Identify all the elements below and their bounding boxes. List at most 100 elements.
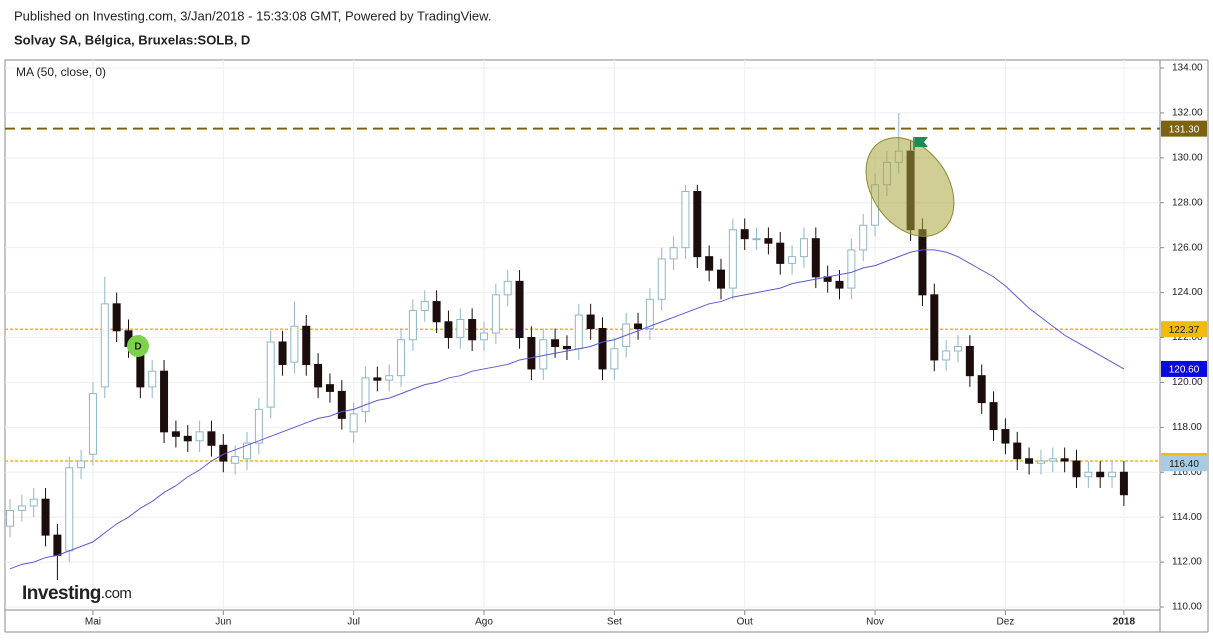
- candle-body: [373, 377, 382, 381]
- candle-body: [740, 229, 749, 240]
- candle-body: [17, 505, 26, 511]
- candle-body: [657, 258, 666, 300]
- chart-title: Solvay SA, Bélgica, Bruxelas:SOLB, D: [14, 32, 250, 47]
- candle-body: [77, 460, 86, 469]
- level-label: 131.30: [1161, 120, 1207, 137]
- candle-body: [243, 442, 251, 460]
- flag: [915, 137, 928, 147]
- candle-body: [918, 229, 927, 296]
- candle-body: [361, 377, 370, 413]
- ma-label: 120.60: [1161, 360, 1207, 377]
- y-tick-label: 130.00: [1172, 152, 1203, 163]
- candle-body: [337, 390, 346, 419]
- watermark: Investing.com: [22, 583, 131, 604]
- level-label: 122.37: [1161, 321, 1207, 338]
- candle-body: [586, 314, 595, 330]
- x-tick-label: Mai: [85, 617, 101, 628]
- candle-body: [693, 191, 702, 258]
- candle-body: [160, 370, 169, 433]
- candle-body: [290, 325, 299, 363]
- candle-body: [88, 393, 97, 455]
- published-note: Published on Investing.com, 3/Jan/2018 -…: [14, 8, 491, 23]
- y-tick-label: 112.00: [1172, 557, 1202, 568]
- level-label-text: 122.37: [1169, 325, 1200, 336]
- x-tick-label: Nov: [866, 617, 884, 628]
- candle-body: [1060, 458, 1069, 462]
- candle-body: [610, 348, 619, 370]
- candle-body: [634, 323, 643, 330]
- candle-body: [278, 341, 287, 365]
- candle-body: [562, 345, 571, 350]
- level-label-text: 131.30: [1169, 124, 1200, 135]
- candle-body: [717, 269, 725, 289]
- ma-label-box: [1161, 360, 1207, 377]
- candle-body: [859, 224, 868, 251]
- level-label-box: [1161, 455, 1207, 472]
- y-tick-label: 122.00: [1172, 332, 1203, 343]
- candle-body: [53, 534, 62, 556]
- candle-body: [811, 238, 820, 278]
- candle-body: [799, 238, 808, 258]
- candle-body: [681, 191, 690, 249]
- candle-body: [171, 431, 180, 437]
- x-tick-label: Out: [737, 617, 753, 628]
- candle-body: [1048, 458, 1057, 462]
- highlight-ellipse: [865, 137, 955, 237]
- level-label-box: [1161, 120, 1207, 137]
- x-tick-label: Set: [607, 617, 622, 628]
- y-tick-label: 116.00: [1172, 467, 1202, 478]
- y-tick-label: 134.00: [1172, 63, 1203, 74]
- candle-body: [231, 456, 240, 464]
- candle-body: [954, 345, 962, 352]
- candle-body: [349, 413, 358, 433]
- watermark-domain: .com: [101, 585, 132, 602]
- x-tick-label: 2018: [1113, 617, 1136, 628]
- candle-body: [847, 249, 856, 289]
- candle-body: [1084, 471, 1093, 478]
- candle-body: [764, 238, 773, 244]
- dividend-letter: D: [134, 342, 141, 353]
- candle-body: [1025, 458, 1034, 464]
- candle-body: [100, 303, 109, 388]
- candle-body: [456, 319, 465, 338]
- candle-body: [325, 384, 334, 392]
- candle-body: [669, 247, 678, 260]
- candle-body: [598, 328, 607, 370]
- candle-body: [6, 509, 14, 527]
- candle-body: [148, 370, 157, 388]
- level-label-text: 116.40: [1169, 459, 1199, 470]
- candle-body: [314, 363, 323, 388]
- candle-body: [930, 294, 939, 361]
- candle-body: [1072, 460, 1081, 478]
- candle-body: [254, 408, 263, 444]
- candle-body: [527, 337, 536, 370]
- candle-body: [385, 375, 394, 381]
- dividend-marker: [127, 335, 149, 357]
- y-tick-label: 110.00: [1172, 602, 1202, 613]
- candle-body: [302, 325, 311, 365]
- candle-body: [397, 339, 406, 377]
- candle-body: [788, 256, 797, 264]
- candle-body: [965, 345, 974, 377]
- candle-body: [408, 310, 417, 341]
- candle-body: [835, 280, 844, 289]
- x-tick-label: Ago: [475, 617, 493, 628]
- candle-body: [574, 314, 583, 350]
- level-label: 116.40: [1161, 455, 1207, 472]
- candle-body: [1119, 471, 1128, 496]
- ma-label-text: 120.60: [1169, 365, 1200, 376]
- x-tick-label: Jun: [215, 617, 231, 628]
- moving-average: [9, 249, 1125, 570]
- y-tick-label: 128.00: [1172, 197, 1203, 208]
- candle-body: [942, 350, 951, 361]
- candle-body: [432, 301, 441, 323]
- candle-body: [1036, 460, 1045, 464]
- candle-body: [645, 298, 654, 330]
- y-tick-label: 124.00: [1172, 287, 1203, 298]
- y-tick-label: 118.00: [1172, 422, 1202, 433]
- candle-body: [728, 229, 737, 289]
- candle-body: [468, 319, 477, 341]
- candle-body: [444, 321, 453, 339]
